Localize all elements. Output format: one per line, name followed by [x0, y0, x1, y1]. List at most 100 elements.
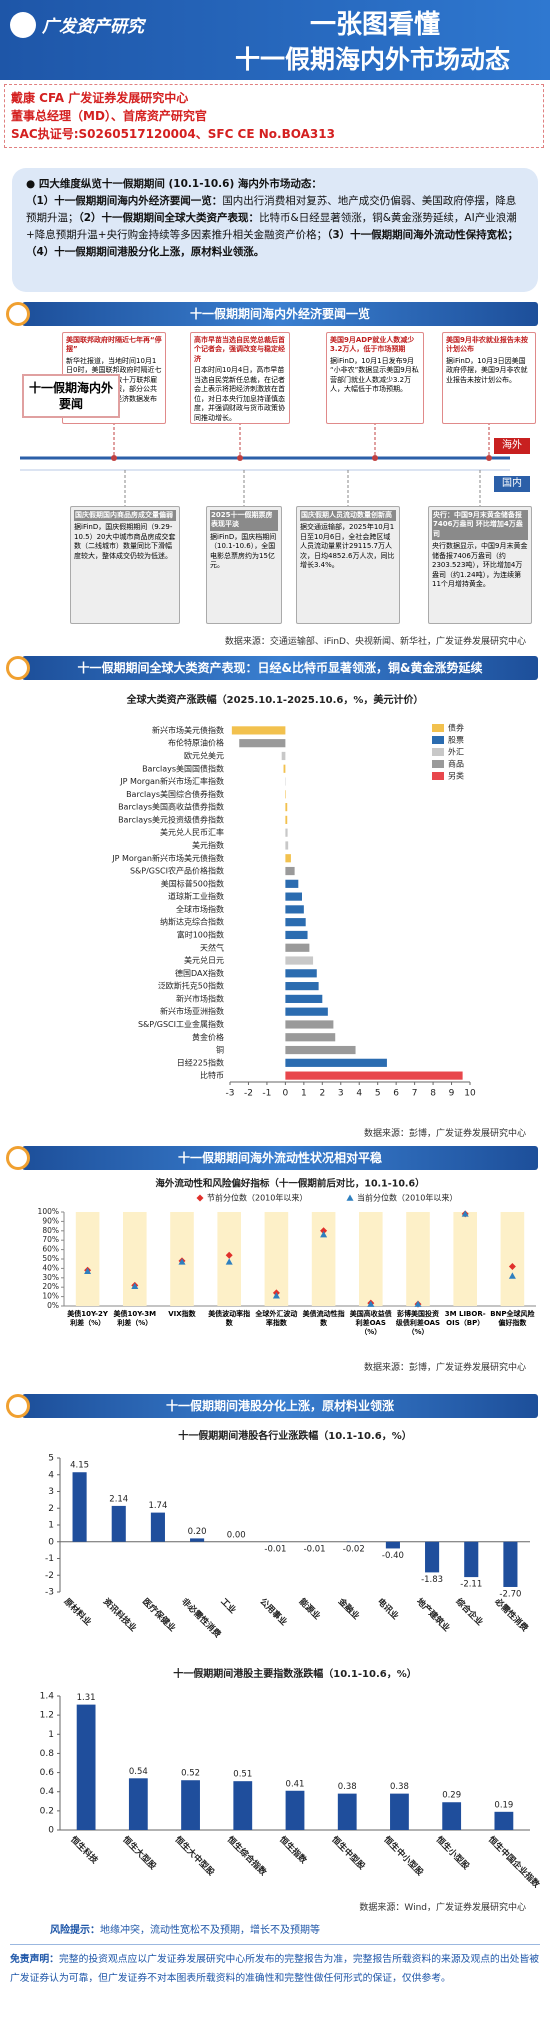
bar: [285, 943, 310, 952]
category-label: 原材料业: [62, 1596, 94, 1628]
risk-text: 地缘冲突，流动性宽松不及预期，增长不及预期等: [100, 1925, 320, 1936]
marker: [225, 1258, 233, 1265]
author-line: 董事总经理（MD）、首席资产研究官: [11, 109, 207, 123]
value-label: 0.29: [442, 1791, 461, 1801]
bar: [181, 1780, 200, 1830]
bar: [285, 1790, 305, 1830]
bar: [281, 751, 286, 761]
value-label: 0.54: [129, 1767, 148, 1777]
value-label: 1.74: [148, 1501, 167, 1511]
asset-chart: 全球大类资产涨跌幅（2025.10.1-2025.10.6，%，美元计价） 债券股…: [111, 693, 476, 1099]
legend-label: 债券: [448, 723, 464, 733]
category-label: Barclays美国综合债券指数: [126, 789, 224, 799]
band-bg: [75, 1212, 100, 1306]
band-bg: [453, 1212, 477, 1306]
category-label: 恒生中小型股: [382, 1834, 426, 1878]
category-label: 新兴市场指数: [176, 993, 224, 1003]
timeline-dot: [111, 455, 117, 461]
marker: [320, 1227, 328, 1235]
news-body: 据iFinD，国庆假期期间（9.29-10.5）20大中城市商品房成交套数（二线…: [74, 523, 176, 560]
x-tick-label: 8: [430, 1089, 436, 1099]
y-tick-label: 30%: [42, 1273, 59, 1282]
legend-label: 另类: [448, 771, 464, 781]
marker: [196, 1194, 204, 1202]
x-tick-label: -1: [262, 1089, 271, 1099]
legend-swatch: [432, 760, 444, 768]
chart-title: 全球大类资产涨跌幅（2025.10.1-2025.10.6，%，美元计价）: [126, 693, 424, 706]
value-label: 0.51: [233, 1770, 252, 1780]
x-tick-label: 3: [338, 1089, 344, 1099]
category-label: 道琼斯工业指数: [168, 891, 224, 901]
value-label: 0.38: [338, 1782, 357, 1792]
bar: [285, 815, 288, 824]
category-label: 恒生小型股: [434, 1834, 472, 1872]
risk-label: 风险提示：: [50, 1925, 100, 1936]
summary-item-bold: （3）十一假期期间海外流动性保持宽松；: [327, 229, 519, 241]
category-label: 布伦特原油价格: [168, 738, 224, 748]
news-card: 2025十一假期票房表现平淡 据iFinD，国庆档期间（10.1-10.6），全国…: [206, 506, 282, 624]
value-label: 0.20: [188, 1527, 207, 1537]
source: 数据来源：交通运输部、iFinD、央视新闻、新华社，广发证券发展研究中心: [224, 637, 526, 647]
category-label: 恒生指数: [277, 1834, 309, 1866]
news-title: 美国联邦政府时隔近七年再“停摆”: [66, 336, 162, 354]
bar: [285, 854, 291, 863]
news-body: 日本时间10月4日，高市早苗当选自民党新任总裁，在记者会上表示将把经济刺激放在首…: [194, 366, 285, 422]
marker: [508, 1263, 516, 1271]
news-title: 国庆假期人员流动数量创新高: [300, 510, 396, 522]
y-tick-label: 1: [48, 1730, 54, 1740]
summary-heading: ● 四大维度纵览十一假期期间 (10.1-10.6) 海内外市场动态：: [26, 178, 322, 190]
value-label: 2.14: [109, 1494, 128, 1504]
bar: [390, 1793, 409, 1830]
section-title: 十一假期期间海内外经济要闻一览: [22, 302, 538, 326]
header: 广发资产研究 一张图看懂 十一假期海内外市场动态: [0, 0, 550, 80]
liquidity-chart: 海外流动性和风险偏好指标（十一假期前后对比，10.1-10.6） 节前分位数（20…: [0, 1174, 550, 1354]
sector-chart: 十一假期期间港股各行业涨跌幅（10.1-10.6，%） -3 -2 -1 0 1 2 3 4 5 4…: [45, 1429, 531, 1640]
bar: [285, 841, 289, 850]
y-tick-label: -2: [45, 1571, 54, 1581]
icon: [6, 1394, 30, 1418]
news-card: 美国9月非农就业报告未按计划公布 据iFinD，10月3日因美国政府停摆，美国9月…: [442, 332, 536, 424]
news-title: 美国9月ADP就业人数减少3.2万人，低于市场预期: [330, 336, 415, 354]
y-tick-label: 0: [48, 1537, 54, 1547]
bar: [285, 994, 323, 1003]
category-label: 恒生中型股: [329, 1834, 367, 1872]
category-label: 公用事业: [258, 1596, 290, 1628]
news-body: 据iFinD，10月3日因美国政府停摆，美国9月非农就业报告未按计划公布。: [446, 356, 528, 384]
category-label: 美债流动性指数: [302, 1310, 345, 1327]
y-tick-label: 0: [48, 1826, 54, 1836]
news-body: 央行数据显示，中国9月末黄金储备报7406万盎司（约2303.523吨），环比增…: [432, 542, 528, 589]
x-tick-label: 6: [393, 1089, 399, 1099]
news-title: 高市早苗当选自民党总裁后首个记者会，强调改变与稳定经济: [194, 336, 285, 363]
bar: [285, 1007, 328, 1016]
icon: [6, 1146, 30, 1170]
news-title: 国庆假期国内商品房成交量偏弱: [74, 510, 176, 522]
bar: [150, 1512, 165, 1542]
y-tick-label: -1: [45, 1554, 54, 1564]
category-label: 恒生综合指数: [225, 1834, 269, 1878]
source: 数据来源：Wind，广发证券发展研究中心: [359, 1903, 526, 1913]
category-label: 工业: [218, 1596, 238, 1616]
x-tick-label: -3: [226, 1089, 235, 1099]
timeline-label: 十一假期海内外要闻: [22, 374, 120, 418]
y-tick-label: 100%: [38, 1207, 59, 1216]
legend-label: 节前分位数（2010年以来）: [207, 1193, 307, 1203]
bar: [285, 1033, 336, 1042]
marker: [367, 1300, 375, 1307]
bar: [76, 1704, 96, 1830]
category-label: 美国标普500指数: [161, 878, 224, 888]
summary-item-bold: （4）十一假期期间港股分化上涨，原材料业领涨。: [26, 246, 265, 258]
summary-heading-text: 四大维度纵览十一假期期间 (10.1-10.6) 海内外市场动态：: [38, 178, 322, 190]
category-label: BNP全球风险偏好指数: [490, 1310, 535, 1327]
band-bg: [264, 1212, 289, 1306]
risk: 风险提示：地缘冲突，流动性宽松不及预期，增长不及预期等: [10, 1918, 540, 1945]
news-title: 央行：中国9月末黄金储备报7406万盎司 环比增加4万盎司: [432, 510, 528, 541]
category-label: 天然气: [200, 942, 224, 952]
bar: [385, 1541, 400, 1549]
bar: [231, 726, 286, 735]
title-line2: 十一假期海内外市场动态: [234, 45, 510, 74]
category-label: 必需性消费: [492, 1595, 531, 1634]
y-tick-label: 1.4: [40, 1692, 55, 1702]
bar: [285, 803, 288, 812]
bar: [285, 866, 295, 876]
